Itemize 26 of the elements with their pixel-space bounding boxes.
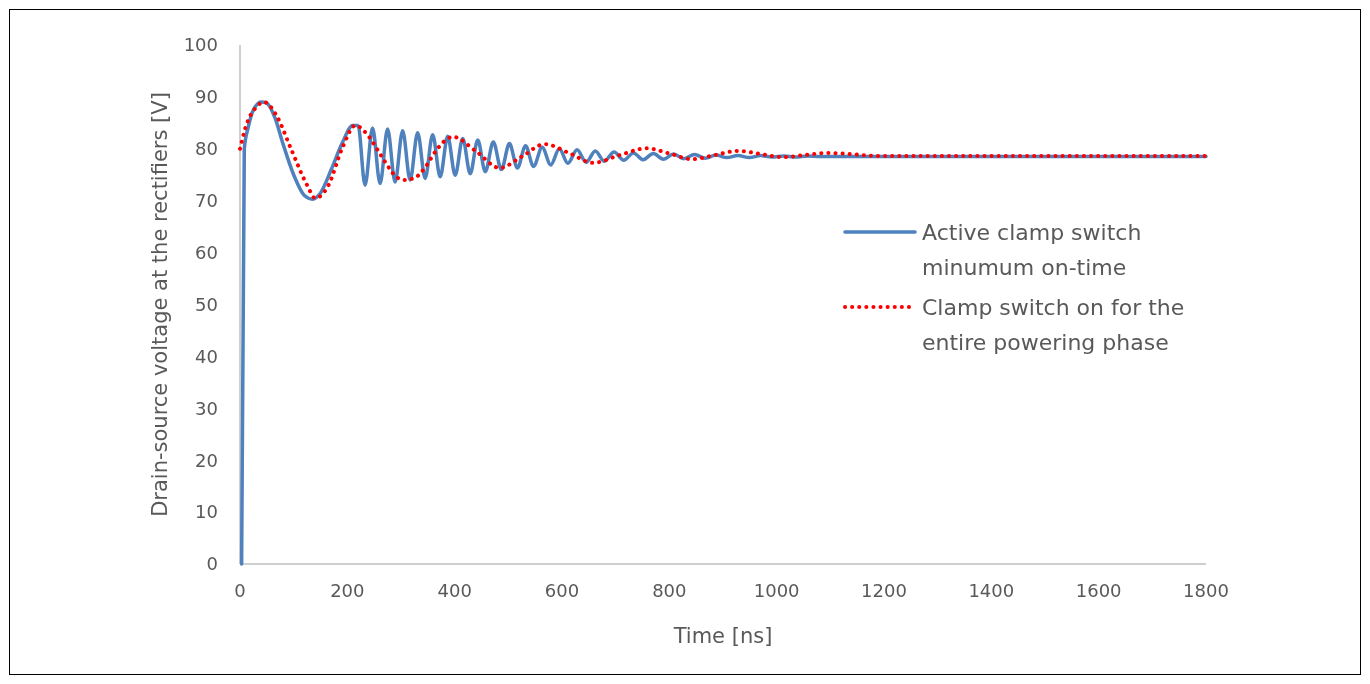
x-tick-label: 1800 <box>1183 580 1229 601</box>
y-tick-label: 50 <box>195 293 218 315</box>
x-tick-label: 1600 <box>1075 580 1122 601</box>
x-tick-label: 200 <box>330 580 365 601</box>
y-tick-label: 20 <box>195 449 218 471</box>
y-tick-label: 80 <box>195 138 218 160</box>
y-tick-label: 10 <box>195 501 218 523</box>
y-tick-label: 100 <box>183 34 218 56</box>
y-tick-label: 60 <box>195 241 218 263</box>
x-tick-label: 0 <box>234 580 246 601</box>
y-tick-label: 90 <box>195 86 218 108</box>
y-tick-label: 40 <box>195 345 218 367</box>
legend-label: Active clamp switch minumum on-time <box>922 219 1142 280</box>
x-tick-label: 600 <box>544 580 580 601</box>
line-series <box>238 100 1208 201</box>
y-tick-label: 0 <box>206 553 218 575</box>
x-tick-label: 400 <box>437 580 472 601</box>
x-tick-label: 1000 <box>753 580 800 601</box>
y-axis-title: Drain-source voltage at the rectifiers [V] <box>148 92 172 517</box>
x-axis-title: Time [ns] <box>672 624 773 648</box>
x-tick-label: 1200 <box>861 580 907 601</box>
x-tick-label: 1400 <box>968 580 1015 601</box>
x-tick-label: 800 <box>652 580 687 601</box>
y-tick-label: 70 <box>195 190 218 211</box>
legend-label: Clamp switch on for the entire powering phase <box>922 294 1185 355</box>
y-tick-label: 30 <box>195 397 218 419</box>
